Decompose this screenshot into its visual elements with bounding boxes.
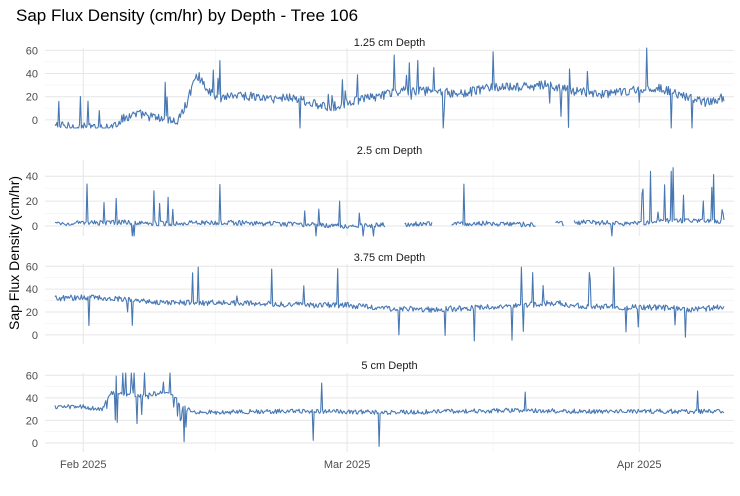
y-tick-label: 20 (26, 415, 38, 427)
series-line (54, 167, 725, 237)
y-tick-label: 40 (26, 393, 38, 405)
facets: 0 20 40 60 1.25 cm Depth 0 20 40 2.5 cm Depth 0 20… (26, 37, 734, 452)
facet-panel: 0 20 40 60 5 cm Depth (26, 360, 734, 452)
y-tick-label: 20 (26, 307, 38, 319)
facet-title: 2.5 cm Depth (357, 145, 422, 157)
facet-panel: 0 20 40 60 1.25 cm Depth (26, 37, 734, 129)
y-tick-label: 20 (26, 92, 38, 104)
series-line (54, 266, 725, 342)
y-tick-label: 60 (26, 261, 38, 273)
y-tick-label: 40 (26, 69, 38, 81)
facet-title: 5 cm Depth (361, 360, 417, 372)
x-tick-label: Feb 2025 (60, 459, 106, 471)
x-axis: Feb 2025 Mar 2025 Apr 2025 (60, 459, 662, 471)
y-tick-label: 0 (32, 221, 38, 233)
series-line (54, 47, 725, 129)
x-tick-label: Mar 2025 (324, 459, 370, 471)
y-tick-label: 60 (26, 370, 38, 382)
y-tick-label: 60 (26, 45, 38, 57)
y-axis-label: Sap Flux Density (cm/hr) (6, 176, 22, 330)
facet-title: 3.75 cm Depth (354, 252, 426, 264)
facet-title: 1.25 cm Depth (354, 37, 426, 49)
facet-panel: 0 20 40 60 3.75 cm Depth (26, 252, 734, 344)
y-tick-label: 0 (32, 115, 38, 127)
chart-title: Sap Flux Density (cm/hr) by Depth - Tree… (16, 6, 358, 25)
facet-panel: 0 20 40 2.5 cm Depth (26, 145, 734, 237)
x-tick-label: Apr 2025 (617, 459, 662, 471)
y-tick-label: 0 (32, 438, 38, 450)
y-tick-label: 20 (26, 196, 38, 208)
series-line (54, 372, 725, 448)
y-tick-label: 40 (26, 171, 38, 183)
y-tick-label: 0 (32, 330, 38, 342)
y-tick-label: 40 (26, 284, 38, 296)
